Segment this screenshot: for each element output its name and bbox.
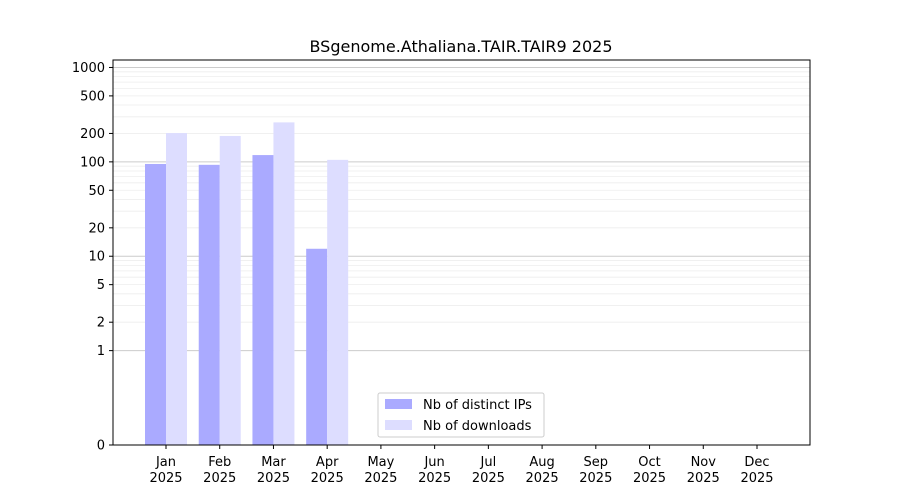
y-tick-label: 0 [97,439,105,454]
bar-distinct-ips [252,155,274,445]
bar-downloads [327,159,349,446]
x-tick-label-month: Jul [480,455,497,470]
y-tick-label: 1 [97,344,105,359]
plot-frame [112,59,811,446]
y-tick-label: 2 [97,316,105,331]
y-tick-label: 1000 [72,61,105,76]
x-tick-label-year: 2025 [418,471,451,486]
x-tick-label-year: 2025 [203,471,236,486]
legend-frame [377,392,545,438]
bar-distinct-ips [145,163,166,445]
y-tick-label: 500 [80,89,105,104]
x-tick-label-month: Apr [316,455,339,470]
y-tick-label: 20 [88,221,105,236]
x-tick-label-year: 2025 [257,471,290,486]
chart-title: BSgenome.Athaliana.TAIR.TAIR9 2025 [309,37,612,56]
bar-distinct-ips [306,248,328,445]
x-tick-label-month: Feb [208,455,231,470]
x-tick-label-year: 2025 [526,471,559,486]
bar-distinct-ips [198,164,220,445]
legend-label-ips: Nb of distinct IPs [423,398,532,413]
y-axis: 0 1 2 5 10 20 50 100 200 500 1000 [72,61,113,454]
x-tick-label-year: 2025 [149,471,182,486]
x-tick-label-year: 2025 [311,471,344,486]
y-tick-label: 5 [97,278,105,293]
x-tick-label-year: 2025 [579,471,612,486]
y-tick-label: 50 [88,184,105,199]
legend-label-downloads: Nb of downloads [423,419,532,434]
bars-layer [145,122,349,446]
x-tick-label-month: Oct [638,455,660,470]
x-axis: Jan2025Feb2025Mar2025Apr2025May2025Jun20… [149,445,774,486]
x-tick-label-year: 2025 [633,471,666,486]
x-tick-label-year: 2025 [472,471,505,486]
x-tick-label-year: 2025 [740,471,773,486]
y-tick-label: 10 [88,250,105,265]
x-tick-label-month: Mar [261,455,286,470]
y-tick-label: 200 [80,127,105,142]
x-tick-label-month: Dec [744,455,769,470]
bar-downloads [219,135,241,445]
x-tick-label-year: 2025 [364,471,397,486]
x-tick-label-month: May [367,455,394,470]
bar-downloads [166,133,187,445]
x-tick-label-month: Jun [423,455,444,470]
legend-swatch-ips [385,399,412,409]
bar-downloads [273,122,295,445]
x-tick-label-year: 2025 [687,471,720,486]
x-tick-label-month: Sep [584,455,609,470]
x-tick-label-month: Jan [155,455,176,470]
x-tick-label-month: Nov [691,455,717,470]
legend-swatch-downloads [385,420,412,430]
y-tick-label: 100 [80,155,105,170]
x-tick-label-month: Aug [529,455,554,470]
legend: Nb of distinct IPs Nb of downloads [377,392,545,438]
